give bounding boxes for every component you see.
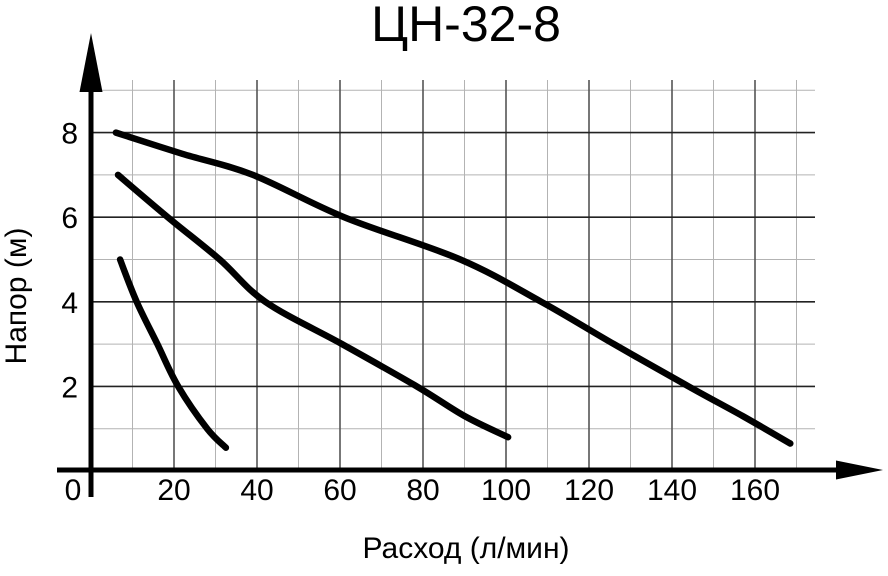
grid-major	[93, 80, 815, 468]
x-tick-label: 100	[481, 474, 531, 507]
x-tick-label: 20	[157, 474, 190, 507]
pump-curve-lower	[116, 256, 230, 451]
y-tick-label: 8	[61, 118, 78, 151]
x-tick-label: 40	[240, 474, 273, 507]
axes	[57, 33, 883, 497]
x-tick-label: 160	[730, 474, 780, 507]
x-tick-label: 60	[323, 474, 356, 507]
chart-title: ЦН-32-8	[371, 0, 561, 52]
grid-minor	[93, 80, 815, 468]
x-tick-label: 140	[647, 474, 697, 507]
tick-labels: 0 20 40 60 80 100 120 140 160 2 4 6 8	[61, 118, 780, 507]
pump-curve-upper	[112, 129, 794, 447]
y-tick-label: 2	[61, 371, 78, 404]
x-axis-title: Расход (л/мин)	[362, 532, 570, 565]
y-tick-label: 6	[61, 202, 78, 235]
y-tick-label: 4	[61, 287, 78, 320]
x-tick-label: 80	[406, 474, 439, 507]
y-axis-title: Напор (м)	[0, 227, 33, 365]
x-axis-arrowhead	[836, 460, 883, 480]
origin-tick-label: 0	[65, 474, 82, 507]
x-tick-label: 120	[564, 474, 614, 507]
y-axis-arrowhead	[79, 33, 103, 92]
pump-curves	[112, 129, 794, 451]
pump-curve-middle	[114, 171, 512, 441]
